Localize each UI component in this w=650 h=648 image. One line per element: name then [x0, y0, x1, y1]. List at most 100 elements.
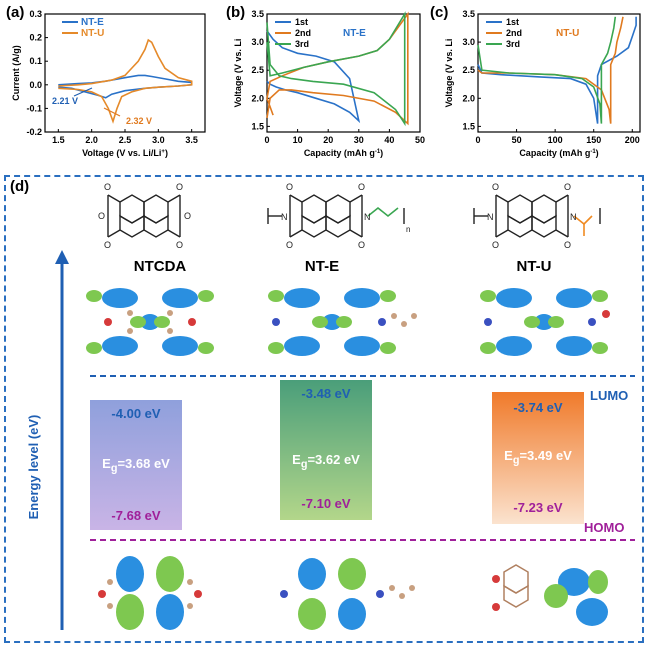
legend-label: 2nd: [295, 28, 311, 38]
annotation-nt-e-peak: 2.21 V: [52, 96, 78, 106]
y-axis-label: Voltage (V vs. Li: [233, 39, 243, 108]
nt-e-energy-box: -3.48 eV Eg=3.62 eV -7.10 eV: [280, 380, 372, 520]
y-tick-label: 2.0: [251, 93, 264, 103]
svg-text:O: O: [564, 240, 571, 250]
plot-frame: [266, 13, 421, 133]
legend-label: NT-U: [81, 28, 104, 39]
x-tick-label: 2.5: [119, 135, 132, 145]
legend-label: 1st: [506, 17, 519, 27]
homo-label: HOMO: [584, 520, 625, 535]
x-tick-label: 1.5: [52, 135, 65, 145]
annotation-arrow: [103, 107, 121, 117]
y-tick-label: -0.1: [26, 103, 42, 113]
x-tick-label: 30: [354, 135, 364, 145]
level-lines: [90, 375, 635, 541]
ntcda-structure: O O O O O O: [98, 182, 191, 250]
y-tick-label: 0.3: [29, 9, 42, 19]
x-tick-label: 50: [415, 135, 425, 145]
y-axis-label: Voltage (V vs. Li: [444, 39, 454, 108]
x-tick-label: 0: [264, 135, 269, 145]
legend-label: NT-E: [81, 17, 104, 28]
ntcda-homo-value: -7.68 eV: [111, 508, 161, 523]
svg-text:O: O: [492, 182, 499, 192]
legend-label: 1st: [295, 17, 308, 27]
energy-level-panel: [4, 175, 644, 643]
svg-text:O: O: [176, 240, 183, 250]
panel-d-label: (d): [10, 178, 30, 195]
legend-label: 3rd: [295, 39, 309, 49]
svg-text:O: O: [358, 182, 365, 192]
series-line-3rd: [266, 11, 406, 127]
series-line-2nd: [266, 11, 409, 126]
x-tick-label: 0: [475, 135, 480, 145]
panel-b-label: (b): [226, 4, 246, 21]
x-tick-label: 2.0: [85, 135, 98, 145]
x-tick-label: 10: [293, 135, 303, 145]
svg-text:N: N: [570, 212, 577, 222]
energy-axis-label: Energy level (eV): [26, 414, 41, 520]
y-tick-label: 2.5: [462, 65, 475, 75]
annotation-arrow: [73, 87, 93, 97]
y-tick-label: 3.5: [251, 9, 264, 19]
y-tick-label: 2.0: [462, 93, 475, 103]
y-tick-label: -0.2: [26, 127, 42, 137]
molecule-name-nt-e: NT-E: [304, 258, 340, 275]
energy-axis-arrow: [55, 250, 69, 630]
nt-u-homo-value: -7.23 eV: [513, 500, 563, 515]
y-tick-label: 0.0: [29, 80, 42, 90]
y-tick-label: 1.5: [462, 121, 475, 131]
nt-e-homo-value: -7.10 eV: [301, 496, 351, 511]
nt-e-charge-discharge-chart: 0 10 20 30 40 50 1.5 2.0 2.5 3.0 3.5 Capacity (mAh …: [233, 9, 425, 158]
x-tick-label: 150: [586, 135, 601, 145]
legend-label: 2nd: [506, 28, 522, 38]
plot-frame: [477, 13, 641, 133]
nt-e-structure: O O N N O O n: [267, 182, 410, 250]
annotation-nt-u-peak: 2.32 V: [126, 116, 152, 126]
y-tick-label: 3.0: [462, 37, 475, 47]
x-tick-label: 40: [384, 135, 394, 145]
chart-title: NT-U: [556, 28, 579, 39]
series-line-1st: [477, 16, 637, 124]
nt-u-structure: O O N N O O: [473, 182, 601, 250]
x-tick-label: 20: [323, 135, 333, 145]
y-tick-label: 2.5: [251, 65, 264, 75]
svg-text:O: O: [184, 211, 191, 221]
x-tick-label: 100: [548, 135, 563, 145]
y-tick-label: 0.1: [29, 56, 42, 66]
svg-text:N: N: [487, 212, 494, 222]
svg-text:O: O: [286, 182, 293, 192]
molecule-name-ntcda: NTCDA: [133, 258, 187, 275]
nt-u-lumo-value: -3.74 eV: [513, 400, 563, 415]
x-tick-label: 50: [512, 135, 522, 145]
svg-text:O: O: [492, 240, 499, 250]
nt-e-lumo-orbital: [268, 288, 417, 356]
x-tick-label: 3.5: [185, 135, 198, 145]
x-tick-label: 200: [625, 135, 640, 145]
svg-text:O: O: [104, 182, 111, 192]
repeat-subscript: n: [406, 225, 410, 234]
nt-u-energy-box: -3.74 eV Eg=3.49 eV -7.23 eV: [492, 392, 584, 524]
svg-text:N: N: [281, 212, 288, 222]
lumo-label: LUMO: [590, 388, 629, 403]
chart-title: NT-E: [343, 28, 366, 39]
nt-e-homo-orbital: [280, 558, 415, 630]
ntcda-energy-box: -4.00 eV Eg=3.68 eV -7.68 eV: [90, 400, 182, 530]
ntcda-lumo-value: -4.00 eV: [111, 406, 161, 421]
svg-text:O: O: [176, 182, 183, 192]
ntcda-gap: Eg=3.68 eV: [102, 456, 170, 475]
x-tick-label: 3.0: [152, 135, 165, 145]
nt-u-gap: Eg=3.49 eV: [504, 448, 572, 467]
panel-a-label: (a): [6, 4, 25, 21]
nt-e-lumo-value: -3.48 eV: [301, 386, 351, 401]
ntcda-lumo-orbital: [86, 288, 214, 356]
ntcda-homo-orbital: [98, 556, 202, 630]
y-tick-label: 0.2: [29, 33, 42, 43]
series-line-3rd: [477, 16, 617, 124]
svg-text:O: O: [564, 182, 571, 192]
molecule-name-nt-u: NT-U: [516, 258, 552, 275]
nt-u-homo-orbital: [492, 564, 608, 626]
svg-text:O: O: [358, 240, 365, 250]
svg-text:O: O: [286, 240, 293, 250]
svg-text:N: N: [364, 212, 371, 222]
y-tick-label: 3.5: [462, 9, 475, 19]
